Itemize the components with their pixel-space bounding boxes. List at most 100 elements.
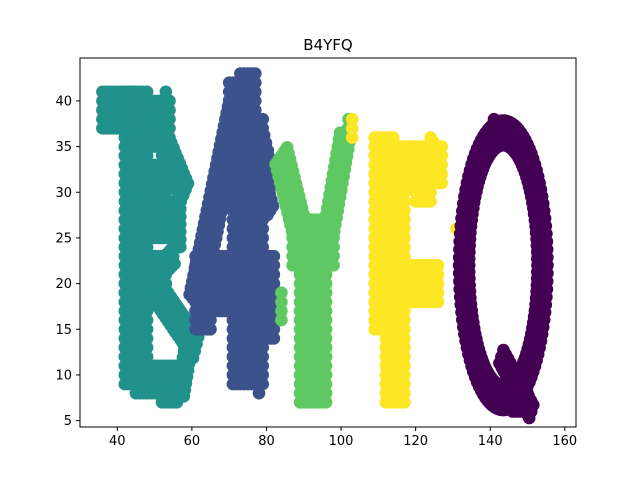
scatter-point — [327, 222, 340, 236]
y-tick-label: 15 — [55, 323, 72, 338]
scatter-point — [159, 259, 173, 272]
scatter-point — [340, 140, 353, 153]
scatter-point — [170, 359, 184, 373]
scatter-point — [267, 259, 281, 272]
chart-title: B4YFQ — [303, 36, 352, 54]
scatter-point — [204, 295, 217, 309]
scatter-point — [431, 259, 445, 272]
scatter-point — [319, 277, 333, 290]
scatter-point — [159, 249, 173, 263]
scatter-point — [327, 240, 340, 254]
scatter-point — [521, 396, 534, 409]
scatter-point — [163, 122, 176, 135]
scatter-point — [267, 323, 281, 336]
marks-layer — [96, 67, 554, 425]
series-3 — [345, 112, 464, 409]
scatter-point — [521, 386, 534, 400]
series-4 — [452, 112, 554, 425]
scatter-point — [204, 313, 217, 327]
scatter-point — [252, 368, 266, 382]
scatter-point — [398, 240, 411, 254]
scatter-point — [431, 286, 445, 300]
y-tick-label: 20 — [55, 277, 72, 292]
scatter-point — [252, 341, 266, 354]
scatter-point — [435, 149, 449, 162]
scatter-point — [249, 94, 262, 108]
scatter-point — [319, 286, 333, 300]
x-tick-label: 80 — [258, 434, 275, 449]
scatter-point — [249, 67, 262, 80]
series-1 — [183, 67, 282, 400]
scatter-point — [256, 222, 270, 236]
scatter-point — [159, 213, 173, 226]
scatter-point — [159, 195, 173, 208]
x-tick-label: 40 — [109, 434, 126, 449]
y-tick-label: 5 — [64, 414, 72, 429]
scatter-point — [319, 313, 333, 327]
scatter-point — [431, 295, 445, 309]
x-tick-label: 100 — [329, 434, 354, 449]
scatter-point — [319, 332, 333, 345]
scatter-point — [249, 76, 262, 89]
scatter-point — [140, 313, 154, 327]
scatter-point — [181, 177, 195, 190]
scatter-point — [256, 112, 270, 126]
axes-layer: 40 60 80 100 120 140 160 5 10 15 20 25 30 35 40 — [55, 57, 577, 449]
scatter-point — [204, 304, 217, 318]
series-2 — [269, 112, 356, 409]
scatter-point — [319, 386, 333, 400]
scatter-point — [275, 286, 288, 300]
scatter-point — [319, 341, 333, 354]
scatter-point — [398, 386, 411, 400]
scatter-point — [398, 396, 411, 409]
scatter-point — [140, 323, 154, 336]
scatter-point — [431, 268, 445, 281]
scatter-point — [319, 304, 333, 318]
scatter-point — [319, 259, 333, 272]
scatter-point — [249, 85, 262, 99]
x-tick-label: 60 — [184, 434, 201, 449]
scatter-point — [267, 249, 281, 263]
scatter-point — [159, 167, 173, 181]
scatter-point — [252, 377, 266, 391]
scatter-point — [275, 304, 288, 318]
scatter-point — [252, 386, 266, 400]
scatter-point — [398, 332, 411, 345]
scatter-point — [345, 122, 359, 135]
scatter-point — [170, 386, 184, 400]
series-0 — [96, 85, 205, 409]
scatter-point — [159, 204, 173, 217]
scatter-point — [345, 112, 359, 126]
scatter-point — [398, 377, 411, 391]
scatter-point — [252, 359, 266, 373]
plot-frame — [79, 57, 577, 428]
scatter-point — [159, 94, 173, 108]
scatter-point — [541, 267, 554, 280]
scatter-point — [159, 222, 173, 236]
scatter-point — [521, 405, 534, 418]
y-tick-label: 25 — [55, 231, 72, 246]
scatter-point — [267, 277, 281, 290]
scatter-point — [327, 213, 340, 226]
scatter-point — [487, 112, 501, 126]
scatter-point — [159, 85, 173, 99]
scatter-point — [159, 103, 173, 117]
scatter-point — [319, 396, 333, 409]
x-tick-label: 160 — [552, 434, 577, 449]
scatter-point — [140, 304, 154, 318]
y-tick-label: 10 — [55, 368, 72, 383]
scatter-point — [435, 158, 449, 172]
scatter-point — [398, 204, 411, 217]
scatter-point — [487, 122, 501, 135]
scatter-point — [275, 313, 288, 327]
x-tick-label: 140 — [478, 434, 503, 449]
scatter-point — [345, 131, 359, 144]
y-tick-label: 40 — [55, 94, 72, 109]
scatter-point — [398, 368, 411, 382]
scatter-point — [435, 167, 449, 181]
y-tick-label: 30 — [55, 186, 72, 201]
scatter-point — [204, 323, 217, 336]
scatter-point — [252, 350, 266, 364]
scatter-point — [398, 341, 411, 354]
